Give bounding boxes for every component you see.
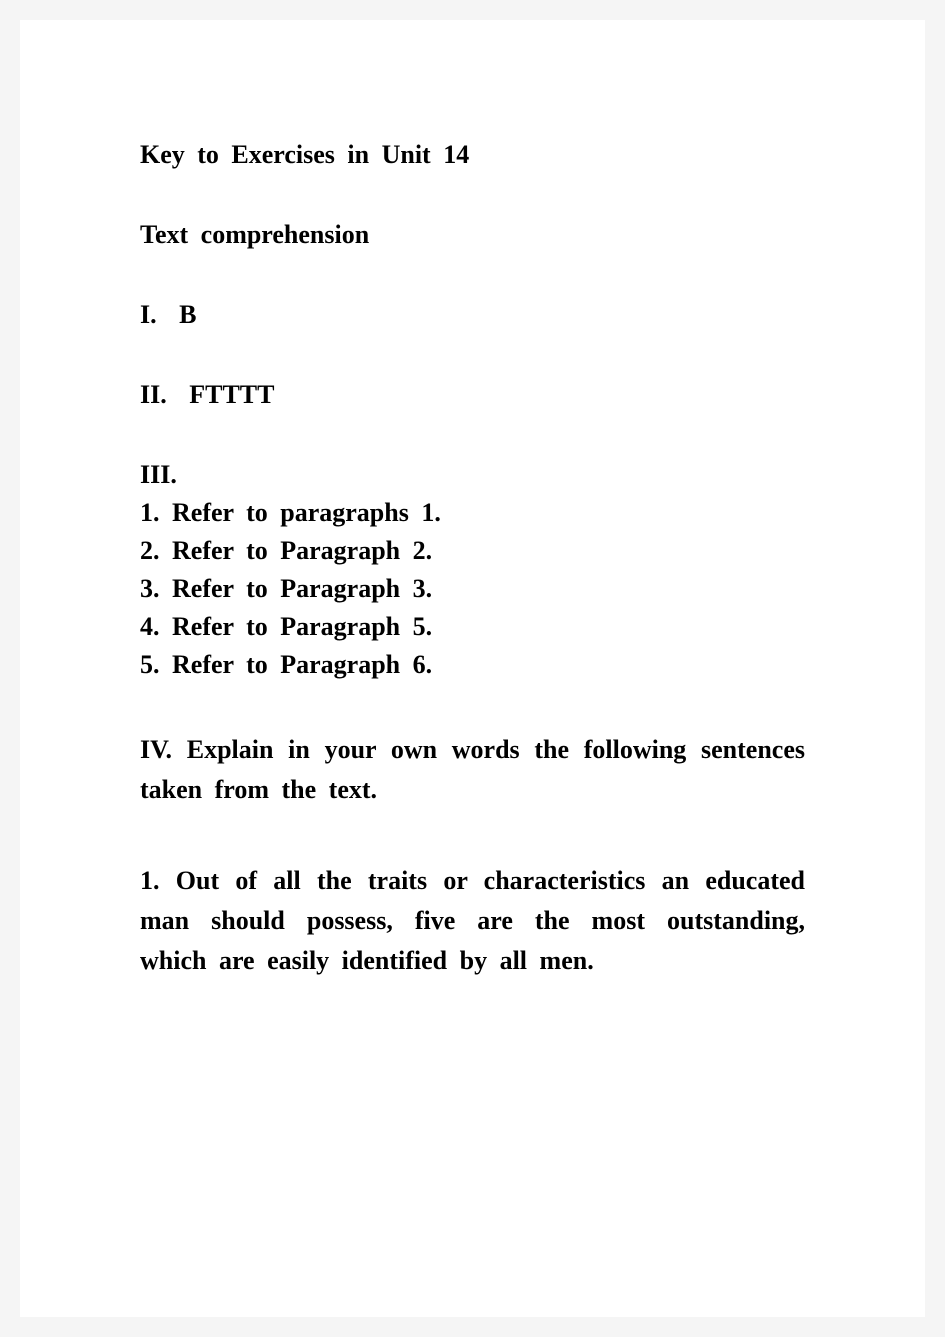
document-page: Key to Exercises in Unit 14 Text compreh…	[20, 20, 925, 1317]
list-item: 1. Refer to paragraphs 1.	[140, 498, 805, 528]
section-header-comprehension: Text comprehension	[140, 220, 805, 250]
list-item: 5. Refer to Paragraph 6.	[140, 650, 805, 680]
section-iv-item-1: 1. Out of all the traits or characterist…	[140, 861, 805, 982]
list-item: 2. Refer to Paragraph 2.	[140, 536, 805, 566]
section-i: I. B	[140, 300, 805, 330]
section-ii: II. FTTTT	[140, 380, 805, 410]
document-content: Key to Exercises in Unit 14 Text compreh…	[140, 140, 805, 981]
section-iii-header: III.	[140, 460, 805, 490]
document-title: Key to Exercises in Unit 14	[140, 140, 805, 170]
list-item: 4. Refer to Paragraph 5.	[140, 612, 805, 642]
list-item: 3. Refer to Paragraph 3.	[140, 574, 805, 604]
section-iv-prompt: IV. Explain in your own words the follow…	[140, 730, 805, 811]
